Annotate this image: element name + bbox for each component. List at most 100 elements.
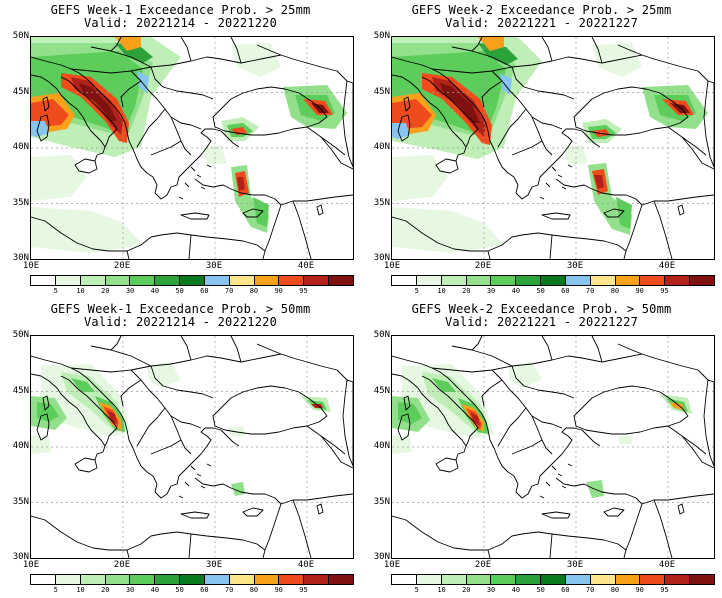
colorbar-label: 30 [125, 287, 135, 295]
lon-label: 40E [658, 560, 676, 570]
colorbar-swatch [279, 575, 305, 584]
colorbar-swatch [304, 276, 330, 285]
colorbar [30, 275, 354, 286]
lat-label: 50N [373, 31, 390, 41]
colorbar-swatch [254, 276, 280, 285]
colorbar-label: 70 [585, 586, 595, 594]
lon-label: 10E [22, 560, 40, 570]
panel-title: GEFS Week-2 Exceedance Prob. > 50mm [411, 302, 672, 316]
colorbar-swatch [329, 276, 353, 285]
colorbar-label: 50 [536, 586, 545, 594]
colorbar-swatch [491, 276, 517, 285]
colorbar-swatch [155, 575, 181, 584]
colorbar-swatch [541, 575, 566, 584]
colorbar-label: 70 [585, 287, 595, 295]
colorbar-swatch [565, 276, 591, 285]
lat-label: 30N [373, 253, 390, 263]
colorbar-label: 80 [249, 287, 259, 295]
probability-map [30, 36, 354, 260]
colorbar-swatch [416, 575, 442, 584]
colorbar-swatch [105, 575, 131, 584]
panel-valid-dates: Valid: 20221221 - 20221227 [444, 16, 639, 30]
colorbar-label: 30 [486, 586, 496, 594]
panel-valid-dates: Valid: 20221214 - 20221220 [83, 315, 278, 329]
panel-week2-25mm: GEFS Week-2 Exceedance Prob. > 25mm Vali… [361, 0, 722, 299]
colorbar-swatch [590, 276, 616, 285]
colorbar-label: 95 [299, 586, 308, 594]
colorbar-swatch [640, 276, 666, 285]
colorbar-swatch [130, 276, 156, 285]
probability-shading [31, 362, 331, 496]
colorbar-swatch [516, 575, 542, 584]
lon-label: 20E [113, 560, 131, 570]
colorbar-swatch [31, 575, 56, 584]
colorbar-swatch [31, 276, 56, 285]
colorbar-swatch [392, 575, 417, 584]
colorbar-label: 10 [76, 287, 85, 295]
colorbar-swatch [640, 575, 666, 584]
colorbar-label: 40 [511, 586, 521, 594]
colorbar-label: 95 [660, 586, 669, 594]
colorbar-swatch [80, 276, 106, 285]
colorbar-label: 95 [299, 287, 308, 295]
colorbar-swatch [254, 575, 280, 584]
colorbar-label: 90 [274, 287, 283, 295]
lat-label: 40N [12, 142, 29, 152]
colorbar-label: 30 [486, 287, 496, 295]
colorbar-label: 70 [224, 287, 234, 295]
colorbar-swatch [516, 276, 542, 285]
lat-label: 45N [12, 87, 29, 97]
colorbar-label: 50 [175, 287, 184, 295]
colorbar-swatch [615, 575, 641, 584]
colorbar-swatch [441, 575, 467, 584]
panel-title: GEFS Week-1 Exceedance Prob. > 50mm [50, 302, 311, 316]
colorbar [391, 574, 715, 585]
colorbar-swatch [55, 276, 81, 285]
colorbar-swatch [466, 276, 492, 285]
colorbar-label: 30 [125, 586, 135, 594]
lon-label: 30E [205, 560, 223, 570]
colorbar-swatch [491, 575, 517, 584]
colorbar-label: 5 [414, 586, 419, 594]
colorbar-swatch [392, 276, 417, 285]
colorbar-swatch [204, 276, 230, 285]
lat-label: 35N [373, 198, 390, 208]
colorbar-label: 5 [53, 586, 58, 594]
colorbar-swatch [441, 276, 467, 285]
panel-week1-50mm: GEFS Week-1 Exceedance Prob. > 50mm Vali… [0, 299, 361, 598]
colorbar-label: 90 [635, 287, 644, 295]
colorbar-swatch [416, 276, 442, 285]
probability-map [30, 335, 354, 559]
colorbar-label: 40 [150, 586, 160, 594]
colorbar-swatch [665, 575, 691, 584]
panel-week2-50mm: GEFS Week-2 Exceedance Prob. > 50mm Vali… [361, 299, 722, 598]
colorbar-swatch [329, 575, 353, 584]
lon-label: 40E [297, 560, 315, 570]
lat-label: 35N [12, 198, 29, 208]
colorbar-swatch [204, 575, 230, 584]
colorbar-swatch [229, 575, 255, 584]
colorbar-label: 80 [249, 586, 259, 594]
colorbar-label: 60 [561, 586, 570, 594]
colorbar [391, 275, 715, 286]
colorbar-swatch [55, 575, 81, 584]
lon-label: 10E [383, 560, 401, 570]
colorbar-label: 20 [462, 586, 471, 594]
colorbar-swatch [615, 276, 641, 285]
colorbar-swatch [466, 575, 492, 584]
lat-label: 45N [12, 386, 29, 396]
lon-label: 40E [658, 261, 676, 271]
colorbar-swatch [690, 276, 714, 285]
colorbar-swatch [130, 575, 156, 584]
colorbar-swatch [80, 575, 106, 584]
lat-label: 50N [12, 330, 29, 340]
colorbar-label: 60 [200, 586, 209, 594]
colorbar-label: 10 [437, 586, 446, 594]
lat-label: 35N [373, 497, 390, 507]
colorbar-swatch [665, 276, 691, 285]
lat-label: 30N [373, 552, 390, 562]
colorbar-swatch [541, 276, 566, 285]
lat-label: 45N [373, 87, 390, 97]
lon-label: 10E [22, 261, 40, 271]
lat-label: 40N [12, 441, 29, 451]
